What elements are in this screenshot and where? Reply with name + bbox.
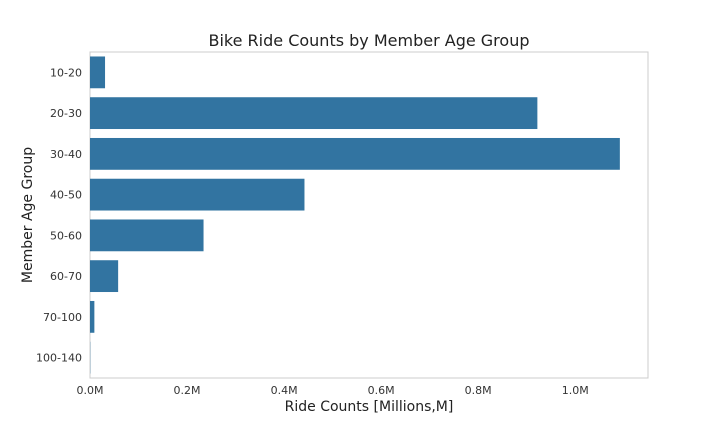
bar-60-70 bbox=[90, 260, 119, 293]
bar-10-20 bbox=[90, 56, 106, 89]
bar-20-30 bbox=[90, 97, 538, 130]
x-tick-labels: 0.0M 0.2M 0.4M 0.6M 0.8M 1.0M bbox=[77, 384, 589, 397]
y-tick-label: 40-50 bbox=[50, 189, 82, 202]
y-tick-label: 10-20 bbox=[50, 66, 82, 79]
y-tick-label: 60-70 bbox=[50, 270, 82, 283]
x-tick-label: 0.2M bbox=[174, 384, 201, 397]
y-tick-labels: 10-20 20-30 30-40 40-50 50-60 60-70 70-100 100-… bbox=[36, 66, 82, 364]
y-tick-label: 100-140 bbox=[36, 352, 82, 365]
bars-group bbox=[90, 56, 620, 374]
y-tick-label: 50-60 bbox=[50, 229, 82, 242]
x-tick-label: 0.0M bbox=[77, 384, 104, 397]
x-tick-label: 0.8M bbox=[465, 384, 492, 397]
bar-40-50 bbox=[90, 178, 305, 211]
bar-30-40 bbox=[90, 137, 620, 170]
y-tick-label: 70-100 bbox=[43, 311, 82, 324]
bar-50-60 bbox=[90, 219, 204, 252]
y-tick-label: 20-30 bbox=[50, 107, 82, 120]
y-tick-label: 30-40 bbox=[50, 148, 82, 161]
x-tick-label: 1.0M bbox=[562, 384, 589, 397]
x-tick-label: 0.6M bbox=[368, 384, 395, 397]
x-tick-label: 0.4M bbox=[271, 384, 298, 397]
bar-70-100 bbox=[90, 300, 95, 333]
y-axis-title: Member Age Group bbox=[20, 147, 36, 283]
x-axis-title: Ride Counts [Millions,M] bbox=[285, 399, 454, 415]
chart-title: Bike Ride Counts by Member Age Group bbox=[209, 31, 530, 50]
